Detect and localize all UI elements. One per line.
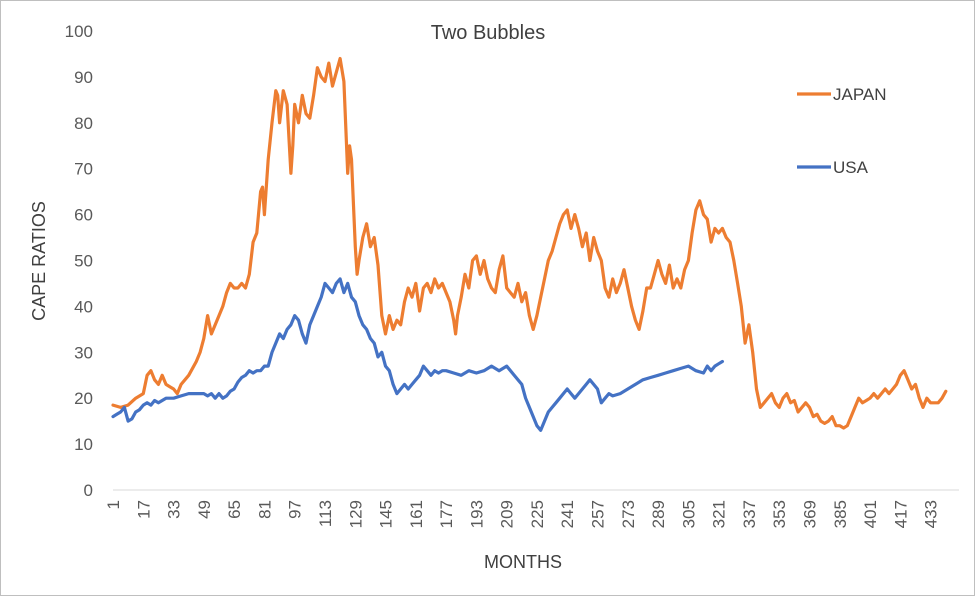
x-axis-title: MONTHS [484,552,562,572]
y-axis-title: CAPE RATIOS [29,201,49,321]
x-tick-label: 305 [679,500,698,528]
y-tick-label: 80 [74,114,93,133]
x-tick-label: 289 [649,500,668,528]
x-tick-label: 33 [165,500,184,519]
y-tick-label: 60 [74,206,93,225]
x-tick-label: 369 [800,500,819,528]
x-tick-label: 161 [407,500,426,528]
x-tick-label: 145 [377,500,396,528]
x-tick-label: 321 [710,500,729,528]
x-tick-label: 241 [558,500,577,528]
y-tick-label: 0 [84,481,93,500]
y-tick-label: 50 [74,252,93,271]
x-tick-label: 257 [589,500,608,528]
y-tick-label: 100 [65,22,93,41]
x-tick-label: 17 [134,500,153,519]
y-tick-label: 70 [74,160,93,179]
y-tick-label: 30 [74,343,93,362]
series-line-usa [111,277,724,432]
x-tick-label: 385 [831,500,850,528]
x-tick-label: 49 [195,500,214,519]
x-axis-ticks: 1 17 33 49 65 81 97 113 129 145 161 177 193 209 225 241… [104,500,941,528]
x-tick-label: 353 [770,500,789,528]
x-tick-label: 209 [498,500,517,528]
x-tick-label: 97 [286,500,305,519]
series-line-japan [111,56,948,430]
x-tick-label: 177 [437,500,456,528]
series-layer [111,56,948,432]
x-tick-label: 1 [104,500,123,509]
legend-label-usa: USA [833,158,869,177]
x-tick-label: 433 [922,500,941,528]
x-tick-label: 65 [225,500,244,519]
x-tick-label: 337 [740,500,759,528]
x-tick-label: 81 [255,500,274,519]
y-axis-ticks: 0 10 20 30 40 50 60 70 80 90 100 [65,22,93,500]
y-tick-label: 10 [74,435,93,454]
legend: JAPAN USA [797,85,887,177]
legend-label-japan: JAPAN [833,85,887,104]
x-tick-label: 129 [346,500,365,528]
x-tick-label: 225 [528,500,547,528]
y-tick-label: 20 [74,389,93,408]
x-tick-label: 193 [467,500,486,528]
x-tick-label: 273 [619,500,638,528]
x-tick-label: 417 [891,500,910,528]
x-tick-label: 113 [316,500,335,527]
y-tick-label: 40 [74,297,93,316]
y-tick-label: 90 [74,68,93,87]
chart-title: Two Bubbles [431,22,546,44]
x-tick-label: 401 [861,500,880,528]
